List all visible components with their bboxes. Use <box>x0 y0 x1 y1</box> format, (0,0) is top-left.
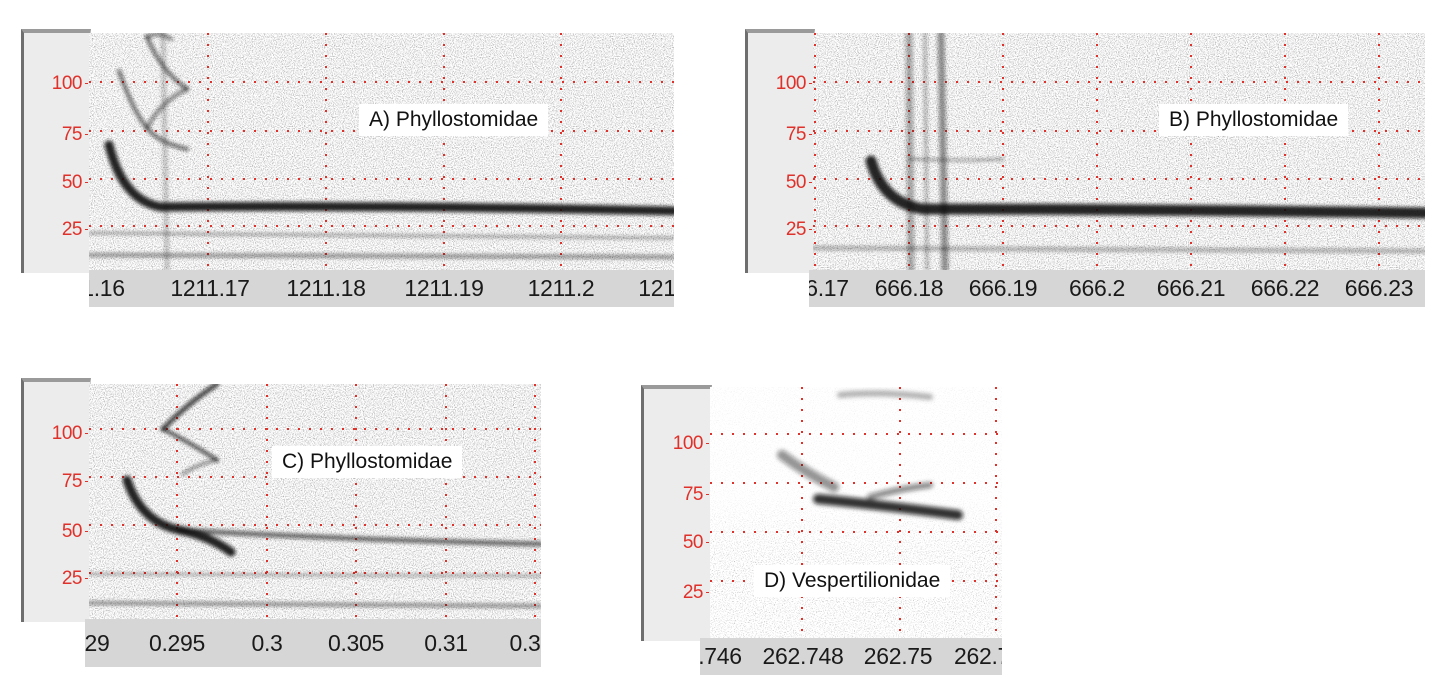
x-axis-d: .746 262.748 262.75 262.7 <box>700 638 1002 675</box>
y-tick-label: 25 <box>785 219 813 240</box>
x-tick-label: 666.22 <box>1250 275 1320 301</box>
x-tick-label: 262.75 <box>863 643 933 669</box>
chart-title: D) Vespertilionidae <box>754 565 951 597</box>
x-tick-label: 666.23 <box>1344 275 1414 301</box>
bat-call-d <box>777 390 963 520</box>
y-tick-label: 50 <box>785 172 813 193</box>
y-tick-label: 50 <box>682 532 710 553</box>
x-tick-label: 1.16 <box>89 275 125 301</box>
spectrogram-c-plot <box>89 384 541 619</box>
x-tick-label: 1211.18 <box>286 275 366 301</box>
noise-fade <box>710 387 1002 557</box>
x-tick-label: 0.3 <box>509 630 541 656</box>
y-tick-label: 50 <box>61 172 89 193</box>
y-tick-label: 50 <box>61 521 89 542</box>
x-tick-label: 6.17 <box>809 275 849 301</box>
y-axis-a: 100 75 50 25 <box>21 29 91 273</box>
bat-call-c <box>89 384 541 608</box>
x-tick-label: 0.295 <box>148 630 206 656</box>
y-tick-label: 100 <box>51 423 89 444</box>
y-tick-label: 25 <box>61 219 89 240</box>
y-axis-c: 100 75 50 25 <box>21 378 91 622</box>
x-tick-label: 1211.17 <box>170 275 250 301</box>
x-tick-label: 666.18 <box>874 275 944 301</box>
x-tick-label: 262.7 <box>953 643 1002 669</box>
x-tick-label: 1211.19 <box>404 275 484 301</box>
y-tick-label: 75 <box>682 484 710 505</box>
x-axis-c: 29 0.295 0.3 0.305 0.31 0.3 <box>85 619 541 667</box>
y-tick-label: 100 <box>672 433 710 454</box>
bat-call-b <box>813 33 1425 270</box>
y-tick-label: 25 <box>61 568 89 589</box>
noise-texture <box>89 33 674 270</box>
chart-title: B) Phyllostomidae <box>1159 104 1349 136</box>
y-tick-label: 25 <box>682 582 710 603</box>
y-tick-label: 100 <box>775 73 813 94</box>
spectrogram-b-plot <box>813 33 1425 270</box>
x-tick-label: 0.31 <box>424 630 468 656</box>
noise-texture <box>813 33 1425 270</box>
x-axis-b: 6.17 666.18 666.19 666.2 666.21 666.22 6… <box>809 270 1425 307</box>
y-tick-label: 75 <box>785 124 813 145</box>
noise-texture <box>89 384 541 619</box>
chart-title: C) Phyllostomidae <box>272 446 463 478</box>
x-tick-label: 29 <box>85 630 110 656</box>
x-tick-label: 121 <box>638 275 674 301</box>
spectrogram-a-plot <box>89 33 674 270</box>
spectrogram-d <box>710 387 1002 638</box>
y-tick-label: 100 <box>51 73 89 94</box>
spectrogram-c <box>89 384 541 619</box>
x-tick-label: 1211.2 <box>527 275 595 301</box>
y-axis-d: 100 75 50 25 <box>641 385 712 641</box>
spectrogram-a <box>89 33 674 270</box>
x-tick-label: 262.748 <box>762 643 844 669</box>
spectrogram-d-plot <box>710 387 1002 638</box>
x-tick-label: 666.2 <box>1068 275 1126 301</box>
x-tick-label: 0.3 <box>251 630 283 656</box>
x-tick-label: 666.19 <box>968 275 1038 301</box>
x-tick-label: .746 <box>700 643 742 669</box>
x-axis-a: 1.16 1211.17 1211.18 1211.19 1211.2 121 <box>89 270 674 307</box>
y-tick-label: 75 <box>61 471 89 492</box>
x-tick-label: 0.305 <box>327 630 385 656</box>
spectrogram-b <box>813 33 1425 270</box>
y-axis-b: 100 75 50 25 <box>745 29 815 273</box>
y-tick-label: 75 <box>61 124 89 145</box>
chart-title: A) Phyllostomidae <box>359 104 549 136</box>
bat-call-a <box>89 33 674 270</box>
x-tick-label: 666.21 <box>1156 275 1226 301</box>
